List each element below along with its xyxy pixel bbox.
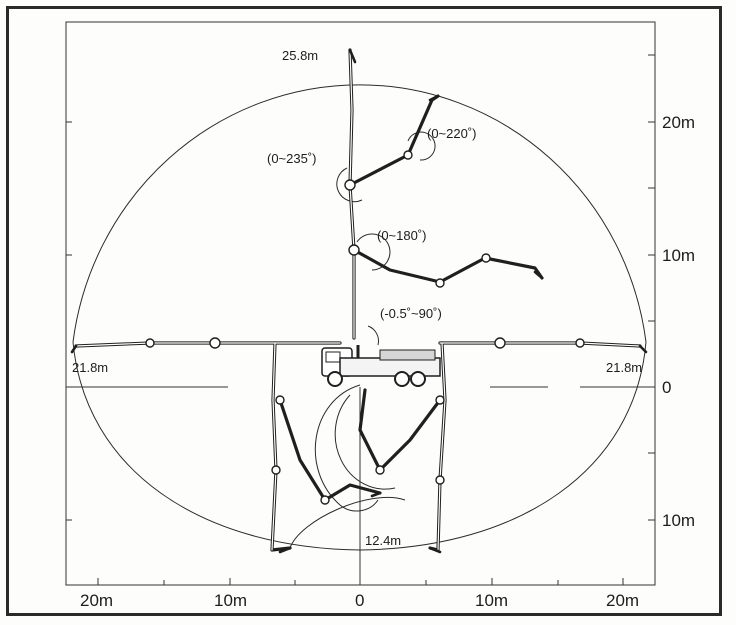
x-label-left-10: 10m: [214, 591, 247, 610]
x-label-left-20: 20m: [80, 591, 113, 610]
y-label-zero: 0: [662, 378, 671, 397]
y-label-minus-10: 10m: [662, 511, 695, 530]
joint1-arc: [368, 326, 379, 345]
lower-left-envelope-arc: [73, 342, 360, 550]
boom-highlight: [76, 50, 640, 550]
x-label-right-10: 10m: [475, 591, 508, 610]
truck-wheel-rear: [395, 372, 409, 386]
boom-folded-right: [354, 250, 542, 282]
joint4-angle-label: (0~220˚): [427, 126, 477, 141]
joint1-angle-label: (-0.5˚~90˚): [380, 306, 442, 321]
top-reach-label: 25.8m: [282, 48, 318, 63]
right-reach-label: 21.8m: [606, 360, 642, 375]
boom-swing-left: [280, 400, 380, 500]
x-label-right-20: 20m: [606, 591, 639, 610]
truck-window: [326, 352, 340, 362]
joint2-angle-label: (0~180˚): [377, 228, 427, 243]
boom-upper-arm: [350, 96, 438, 185]
x-label-zero: 0: [355, 591, 364, 610]
left-reach-label: 21.8m: [72, 360, 108, 375]
truck-equipment: [380, 350, 435, 360]
truck: [322, 345, 440, 386]
boom-joints: [146, 151, 584, 504]
bottom-reach-label: 12.4m: [365, 533, 401, 548]
y-label-10: 10m: [662, 246, 695, 265]
boom-swing-right: [360, 390, 440, 470]
end-hoses: [72, 50, 646, 552]
truck-wheel-rear-2: [411, 372, 425, 386]
truck-body: [340, 358, 440, 376]
upper-envelope-arc: [73, 85, 646, 342]
y-label-20: 20m: [662, 113, 695, 132]
joint3-angle-label: (0~235˚): [267, 151, 317, 166]
truck-wheel-front: [328, 372, 342, 386]
boom-structure: [76, 50, 640, 550]
